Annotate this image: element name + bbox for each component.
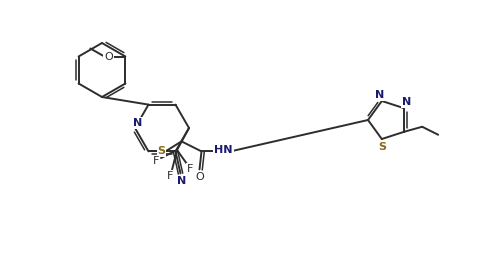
Text: S: S [378,142,386,152]
Text: N: N [375,90,384,100]
Text: N: N [177,176,186,186]
Text: O: O [104,52,113,61]
Text: O: O [195,172,204,182]
Text: F: F [167,171,174,181]
Text: N: N [133,118,143,128]
Text: N: N [402,97,411,107]
Text: S: S [158,146,166,156]
Text: F: F [152,156,159,166]
Text: HN: HN [214,145,233,155]
Text: F: F [187,164,193,174]
